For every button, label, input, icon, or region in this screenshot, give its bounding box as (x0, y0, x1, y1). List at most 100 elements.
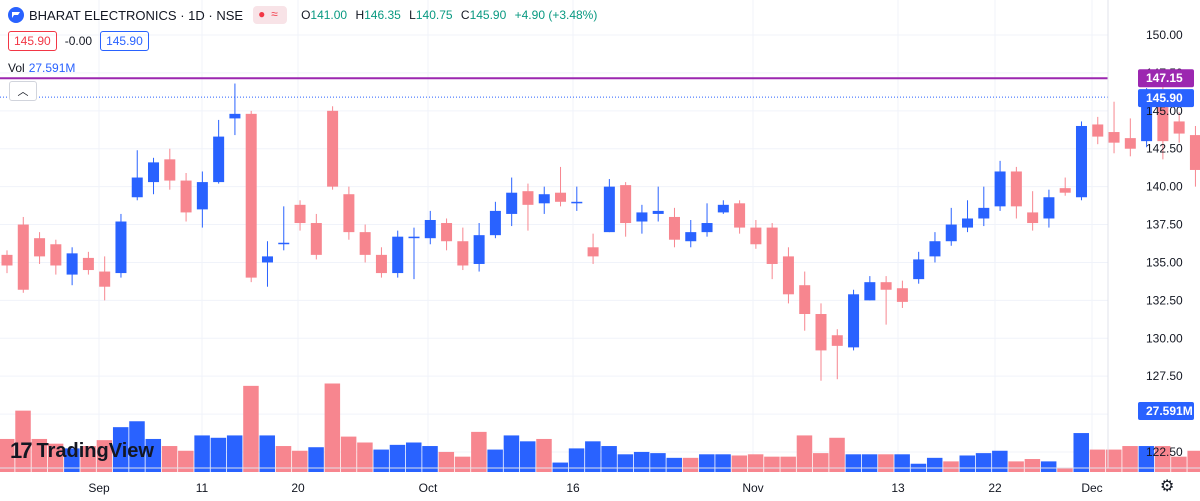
candle-body (196, 182, 208, 210)
candle-body (962, 218, 974, 228)
volume-bar (64, 448, 80, 472)
volume-bar (959, 455, 976, 472)
low-value: 140.75 (415, 8, 453, 22)
sell-button[interactable]: 145.90 (8, 31, 57, 51)
ohlc-values: O141.00 H146.35 L140.75 C145.90 +4.90 (+… (301, 8, 597, 22)
volume-bar (275, 446, 292, 472)
candle-body (750, 227, 762, 245)
volume-bar (829, 437, 845, 472)
price-tick-label: 140.00 (1146, 180, 1183, 194)
volume-bar (292, 450, 308, 472)
candle-body (131, 177, 143, 198)
candle-body (522, 191, 534, 205)
high-value: 146.35 (364, 8, 401, 22)
tradingview-wordmark: TradingView (36, 439, 154, 462)
candle-body (603, 186, 615, 233)
time-tick-label: 22 (988, 481, 1002, 495)
volume-bar (585, 441, 601, 472)
candle-body (506, 192, 518, 214)
candle-body (50, 244, 62, 266)
candle-body (1, 254, 13, 266)
volume-bar (519, 441, 536, 472)
volume-bar (1122, 446, 1138, 472)
last-price-tag-text: 145.90 (1146, 91, 1183, 105)
volume-bar (96, 440, 113, 472)
symbol-title[interactable]: BHARAT ELECTRONICS · 1D · NSE (29, 7, 244, 23)
volume-bar (1187, 450, 1200, 472)
candle-body (799, 285, 811, 315)
volume-bar (438, 451, 455, 472)
volume-bar (992, 450, 1008, 472)
time-tick-label: 20 (291, 481, 305, 495)
volume-bar (715, 454, 731, 472)
volume-bar (226, 435, 243, 472)
close-value: 145.90 (469, 8, 507, 22)
spread-value: -0.00 (64, 34, 93, 48)
close-label: C (460, 8, 470, 22)
volume-value-tag: 27.591M (1138, 402, 1194, 420)
candle-body (782, 256, 794, 295)
candle-body (848, 294, 860, 348)
volume-bar (845, 454, 862, 472)
candle-body (880, 282, 892, 290)
candle-body (229, 113, 241, 119)
wave-icon: ≈ (271, 7, 278, 21)
candle-body (1043, 197, 1055, 219)
volume-bar (747, 454, 764, 472)
candle-body (1092, 124, 1104, 137)
high-label: H (355, 8, 365, 22)
volume-bar (308, 447, 324, 472)
volume-bar (210, 437, 227, 472)
reference-lines (0, 77, 1108, 98)
open-value: 141.00 (310, 8, 348, 22)
candle-body (457, 241, 469, 266)
candle-body (327, 110, 339, 187)
candle-body (408, 236, 420, 239)
candle-body (994, 171, 1006, 207)
candle-body (1189, 135, 1200, 170)
price-tick-label: 145.00 (1146, 104, 1183, 118)
market-status-icon[interactable]: ● ≈ (253, 6, 288, 24)
time-tick-label: 11 (196, 481, 209, 495)
volume-value-tag-text: 27.591M (1146, 404, 1193, 418)
volume-bar (601, 446, 617, 472)
candle-body (213, 136, 225, 183)
volume-bar (15, 410, 31, 472)
price-axis[interactable]: 122.50125.00127.50130.00132.50135.00137.… (1107, 0, 1194, 468)
tradingview-logo: 17 TradingView (10, 438, 154, 464)
candle-body (766, 227, 778, 264)
volume-bar (178, 450, 194, 472)
volume-bar (878, 454, 894, 472)
time-axis[interactable]: Sep 11 20 Oct 16 Nov 13 22 Dec (0, 467, 1200, 495)
candle-body (148, 162, 160, 183)
candle-body (310, 223, 322, 255)
time-tick-label: 16 (566, 481, 580, 495)
last-price-tag: 145.90 (1138, 89, 1194, 108)
candle-body (896, 288, 908, 302)
buy-button[interactable]: 145.90 (100, 31, 149, 51)
volume-bar (324, 383, 341, 472)
candle-body (1027, 212, 1039, 224)
candle-body (34, 238, 46, 257)
volume-bar (259, 435, 275, 472)
candle-body (278, 242, 290, 245)
time-tick-label: Nov (742, 481, 763, 495)
volume-bar (682, 457, 699, 472)
candle-body (734, 203, 746, 228)
price-tick-label: 135.00 (1146, 255, 1183, 269)
volume-bar (1089, 449, 1106, 472)
gear-icon[interactable]: ⚙ (1160, 478, 1175, 495)
collapse-legend-button[interactable]: ︿ (9, 81, 37, 101)
candle-body (1157, 92, 1169, 142)
volume-bar (1040, 461, 1057, 472)
volume-bar (1106, 449, 1122, 472)
volume-bar (471, 431, 487, 472)
candle-body (1173, 121, 1185, 134)
volume-bar (894, 454, 910, 472)
volume-bar (1057, 468, 1073, 472)
volume-bar (796, 435, 813, 472)
volume-bar (129, 421, 145, 472)
volume-label: Vol (8, 61, 25, 75)
open-label: O (301, 8, 311, 22)
